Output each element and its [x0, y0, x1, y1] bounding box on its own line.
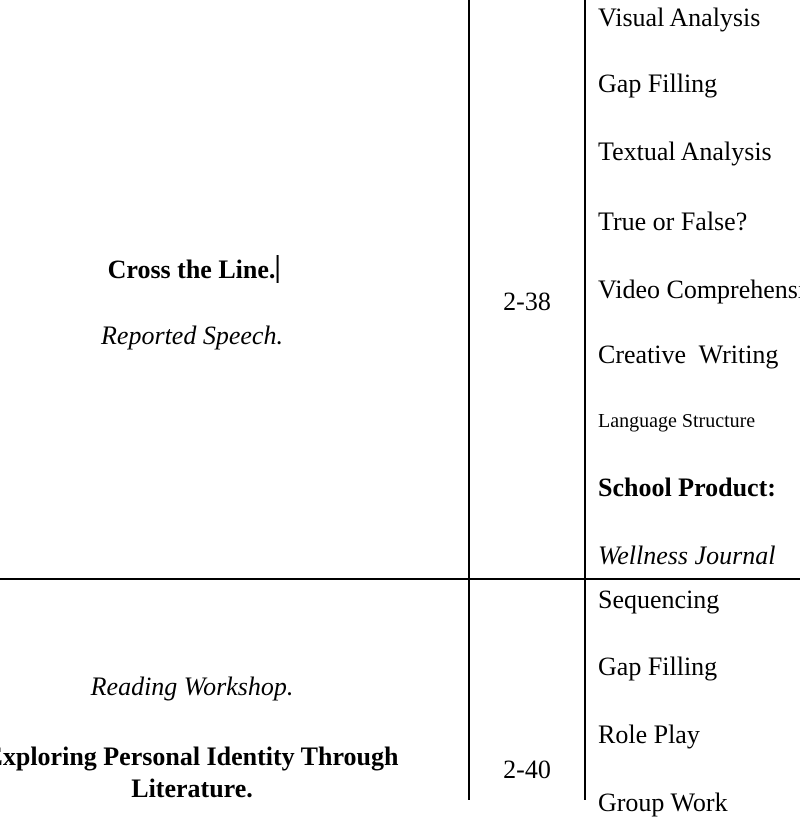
lesson-title: Exploring Personal Identity Through	[0, 742, 399, 771]
activity-item: Textual Analysis	[598, 137, 772, 166]
activity-item: Video Comprehension	[598, 275, 800, 304]
page-range: 2-40	[503, 755, 551, 784]
lesson-subtitle: Reading Workshop.	[90, 672, 294, 701]
activity-item: Sequencing	[598, 585, 720, 614]
activity-item: True or False?	[598, 207, 748, 236]
activity-item: Gap Filling	[598, 652, 718, 681]
activity-item: Visual Analysis	[598, 3, 761, 32]
activity-item: Language Structure	[598, 410, 756, 432]
lesson-subtitle: Reported Speech.	[101, 321, 283, 350]
product-name: Wellness Journal	[598, 541, 776, 570]
activity-item: Group Work	[598, 788, 728, 817]
lesson-title-cont: Literature.	[131, 774, 253, 803]
activity-item: Role Play	[598, 720, 700, 749]
table-border-col1	[468, 0, 470, 800]
table-border-col2	[584, 0, 586, 800]
text-cursor	[276, 255, 279, 283]
page-range: 2-38	[503, 287, 551, 316]
product-label: School Product:	[598, 473, 776, 502]
activity-item: Creative Writing	[598, 340, 779, 369]
lesson-title[interactable]: Cross the Line.	[108, 255, 279, 285]
table-border-row	[0, 578, 800, 580]
activity-item: Gap Filling	[598, 69, 718, 98]
